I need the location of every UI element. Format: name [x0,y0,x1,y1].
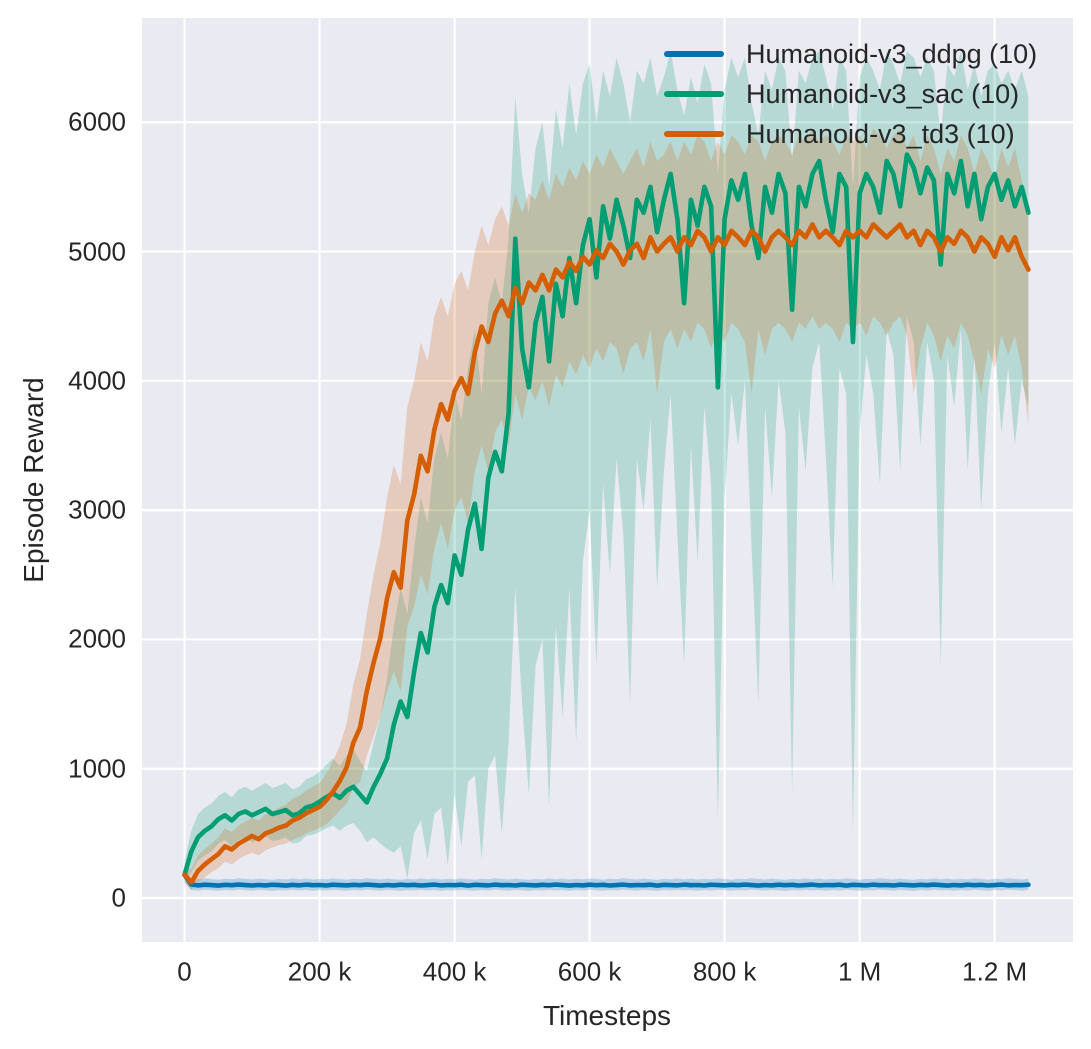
Humanoid-v3_td3-line [182,222,1031,885]
Humanoid-v3_sac-line [182,152,1031,878]
x-tick-label: 1 M [837,956,882,987]
legend-line-swatch-td3 [664,131,724,137]
Humanoid-v3_sac-band [184,51,1029,879]
legend-line-swatch-sac [664,91,724,97]
x-tick-label: 0 [177,956,192,987]
y-tick-label: 5000 [68,236,126,267]
legend-line-swatch-ddpg [664,51,724,57]
y-axis-tick-labels: 0 1000 2000 3000 4000 5000 6000 [0,0,126,1049]
plot-background [142,18,1073,942]
x-tick-label: 1.2 M [962,956,1028,987]
y-tick-label: 3000 [68,494,126,525]
y-tick-label: 0 [111,882,126,913]
legend-label-sac: Humanoid-v3_sac (10) [746,78,1020,109]
Humanoid-v3_ddpg-line [182,872,1031,888]
y-axis-label: Episode Reward [18,377,49,583]
legend-item-td3: Humanoid-v3_td3 (10) [664,114,1037,154]
legend-item-sac: Humanoid-v3_sac (10) [664,74,1037,114]
legend: Humanoid-v3_ddpg (10) Humanoid-v3_sac (1… [664,34,1037,154]
legend-item-ddpg: Humanoid-v3_ddpg (10) [664,34,1037,74]
x-axis-label: Timesteps [542,1000,672,1031]
x-tick-label: 800 k [692,956,757,987]
x-tick-label: 600 k [557,956,622,987]
x-tick-label: 200 k [287,956,352,987]
y-tick-label: 1000 [68,753,126,784]
legend-label-ddpg: Humanoid-v3_ddpg (10) [746,38,1038,69]
y-tick-label: 6000 [68,106,126,137]
y-tick-label: 4000 [68,365,126,396]
legend-label-td3: Humanoid-v3_td3 (10) [746,118,1015,149]
y-tick-label: 2000 [68,623,126,654]
x-tick-label: 400 k [422,956,487,987]
Humanoid-v3_td3-band [184,128,1029,891]
